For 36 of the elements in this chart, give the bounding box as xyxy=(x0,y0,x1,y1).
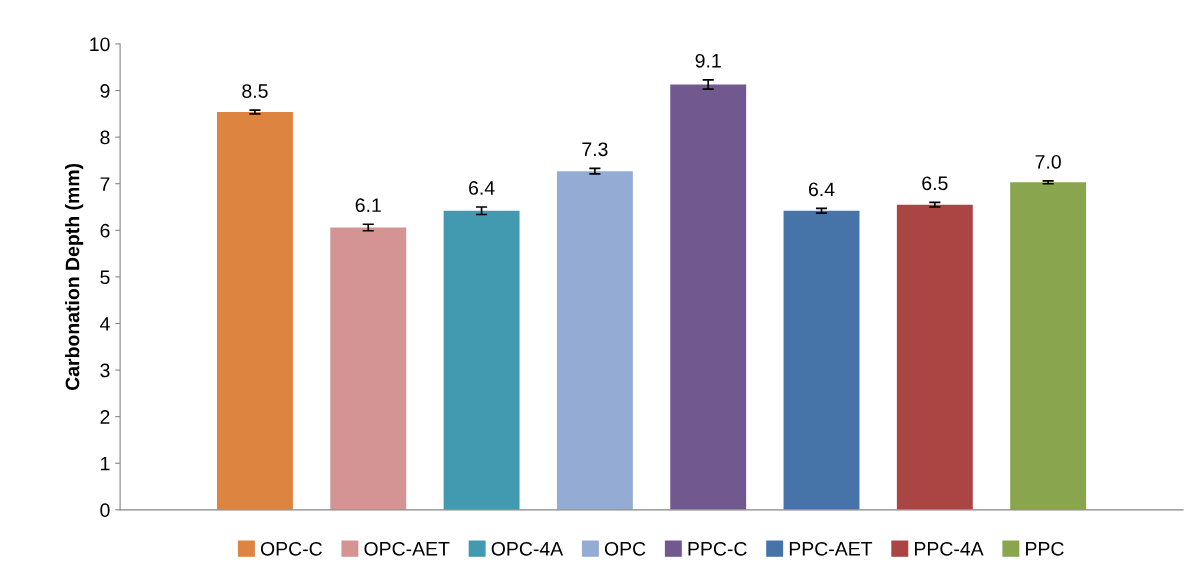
legend-label: PPC-4A xyxy=(915,541,984,556)
bar xyxy=(556,171,633,510)
legend-label: PPC-C xyxy=(688,541,747,556)
data-label: 7.0 xyxy=(1035,154,1061,169)
y-tick-label: 7 xyxy=(100,177,110,191)
y-tick-label: 8 xyxy=(100,130,110,145)
y-tick-label: 10 xyxy=(90,37,110,52)
legend-label: PPC-AET xyxy=(789,541,873,556)
bar xyxy=(216,111,293,510)
legend-label: OPC-4A xyxy=(491,541,564,556)
data-label: 7.3 xyxy=(582,142,608,157)
y-tick-label: 3 xyxy=(100,363,110,378)
bar xyxy=(783,210,860,510)
y-tick-label: 6 xyxy=(100,223,110,238)
y-tick-label: 4 xyxy=(100,317,110,331)
legend-label: PPC xyxy=(1026,541,1064,556)
data-label: 6.1 xyxy=(355,198,381,213)
y-tick-label: 0 xyxy=(100,503,110,518)
y-axis-title: Carbonation Depth (mm) xyxy=(65,163,84,391)
bar xyxy=(670,84,747,510)
legend-label: OPC xyxy=(604,541,646,556)
data-label: 6.4 xyxy=(469,181,495,195)
y-tick-label: 1 xyxy=(101,456,110,471)
data-label: 6.5 xyxy=(922,176,948,191)
bar xyxy=(330,227,407,510)
y-tick-label: 2 xyxy=(100,410,110,424)
data-label: 9.1 xyxy=(695,53,721,68)
bar xyxy=(896,204,973,510)
data-label: 6.4 xyxy=(808,182,835,197)
bar xyxy=(443,210,520,510)
legend-label: OPC-AET xyxy=(364,541,450,556)
legend-label: OPC-C xyxy=(260,541,322,556)
y-tick-label: 9 xyxy=(100,84,110,98)
data-label: 8.5 xyxy=(242,84,268,98)
y-tick-label: 5 xyxy=(100,270,110,285)
bar xyxy=(1010,182,1087,510)
